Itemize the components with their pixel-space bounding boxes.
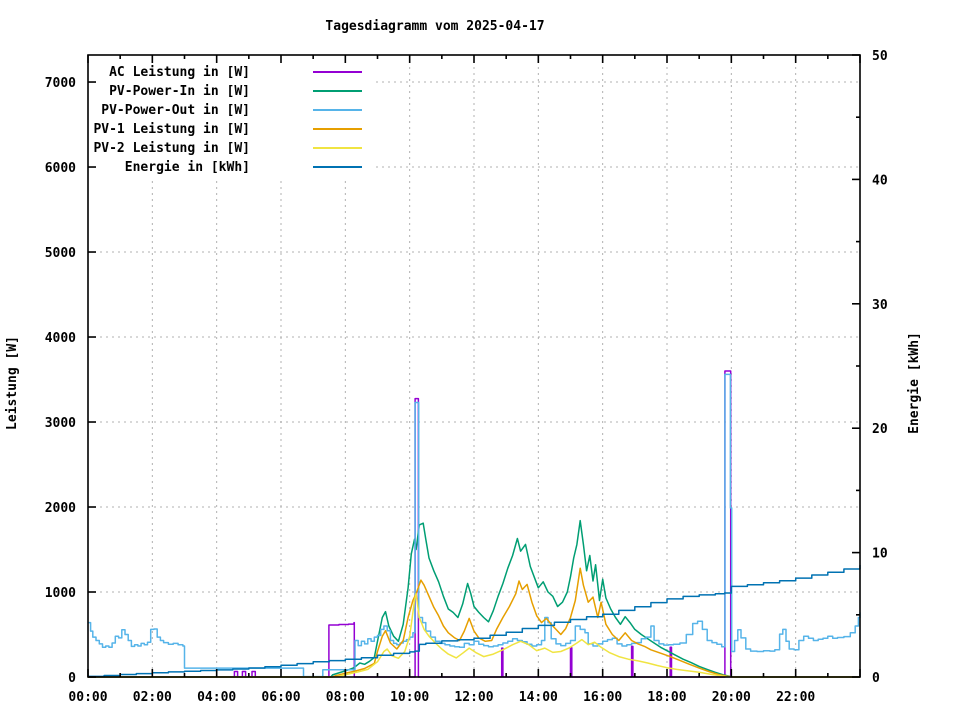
x-tick-label: 00:00 [68, 690, 107, 705]
right-axis-label: Energie [kWh] [907, 332, 922, 434]
legend-label: PV-Power-In in [W] [109, 84, 250, 99]
y-left-tick-label: 3000 [45, 416, 76, 431]
legend-backdrop [96, 61, 374, 178]
legend-label: PV-Power-Out in [W] [101, 103, 250, 118]
y-right-tick-label: 50 [872, 49, 888, 64]
y-left-tick-label: 0 [68, 671, 76, 686]
legend-label: Energie in [kWh] [125, 160, 250, 175]
x-tick-label: 12:00 [454, 690, 493, 705]
y-right-tick-label: 30 [872, 298, 888, 313]
y-right-tick-label: 20 [872, 422, 888, 437]
x-tick-label: 20:00 [712, 690, 751, 705]
y-left-tick-label: 5000 [45, 246, 76, 261]
x-tick-label: 22:00 [776, 690, 815, 705]
y-left-tick-label: 2000 [45, 501, 76, 516]
x-tick-label: 06:00 [261, 690, 300, 705]
x-tick-label: 02:00 [133, 690, 172, 705]
chart-title: Tagesdiagramm vom 2025-04-17 [325, 19, 544, 34]
legend-label: PV-2 Leistung in [W] [93, 141, 250, 156]
axes-layer [87, 54, 861, 678]
x-tick-label: 16:00 [583, 690, 622, 705]
x-tick-label: 08:00 [326, 690, 365, 705]
left-axis-label: Leistung [W] [5, 336, 20, 430]
y-left-tick-label: 7000 [45, 76, 76, 91]
y-right-tick-label: 10 [872, 547, 888, 562]
legend-label: AC Leistung in [W] [109, 65, 250, 80]
series-pv-1-leistung-in-w- [88, 567, 860, 678]
tick-label-layer: 00:00 02:00 04:00 06:00 08:00 10:00 12:00 14:00… [45, 49, 888, 705]
x-tick-label: 14:00 [519, 690, 558, 705]
y-left-tick-label: 1000 [45, 586, 76, 601]
y-left-tick-label: 4000 [45, 331, 76, 346]
legend-label: PV-1 Leistung in [W] [93, 122, 250, 137]
y-right-tick-label: 40 [872, 173, 888, 188]
series-pv-power-out-in-w- [88, 373, 861, 678]
x-tick-label: 18:00 [647, 690, 686, 705]
legend: AC Leistung in [W] PV-Power-In in [W] PV-P… [93, 65, 362, 175]
x-tick-label: 04:00 [197, 690, 236, 705]
series-energie-in-kwh- [88, 565, 861, 678]
x-tick-label: 10:00 [390, 690, 429, 705]
series-pv-power-in-in-w- [88, 519, 860, 678]
y-left-tick-label: 6000 [45, 161, 76, 176]
y-right-tick-label: 0 [872, 671, 880, 686]
